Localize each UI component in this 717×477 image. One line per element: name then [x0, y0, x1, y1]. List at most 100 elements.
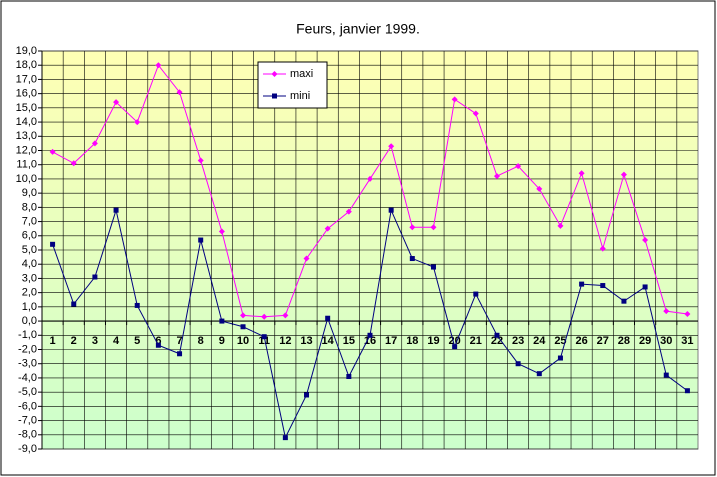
legend-marker [271, 71, 278, 77]
data-point [367, 332, 373, 338]
x-tick-label: 30 [660, 335, 672, 347]
data-point [70, 160, 77, 167]
x-tick-label: 11 [258, 335, 270, 347]
x-tick-label: 27 [597, 335, 609, 347]
data-point [134, 119, 141, 126]
data-point [134, 302, 140, 308]
y-tick-label: -5,0 [18, 386, 37, 398]
data-point [451, 96, 458, 103]
x-tick-label: 18 [406, 335, 418, 347]
data-point [71, 301, 77, 307]
x-tick-label: 8 [198, 335, 204, 347]
y-tick-label: 0,0 [22, 315, 37, 327]
legend-box [257, 61, 328, 109]
x-tick-label: 16 [364, 335, 376, 347]
data-point [642, 284, 648, 290]
y-tick-label: 3,0 [22, 272, 37, 284]
data-point [218, 228, 225, 235]
y-tick-label: -1,0 [18, 329, 37, 341]
data-point [494, 332, 500, 338]
y-tick-label: 5,0 [22, 244, 37, 256]
data-point [430, 224, 437, 231]
y-tick-label: -8,0 [18, 429, 37, 441]
y-tick-label: 12,0 [16, 144, 37, 156]
data-point [621, 298, 627, 304]
data-point [578, 170, 585, 177]
x-tick-label: 24 [533, 335, 546, 347]
data-point [472, 110, 479, 117]
data-point [177, 351, 183, 357]
data-point [324, 225, 331, 232]
data-point [599, 245, 606, 252]
data-point [579, 281, 585, 287]
data-point [473, 291, 479, 297]
x-tick-label: 10 [237, 335, 249, 347]
x-tick-label: 6 [155, 335, 161, 347]
data-point [304, 392, 310, 398]
data-point [113, 207, 119, 213]
data-point [452, 344, 458, 350]
data-point [388, 143, 395, 150]
x-tick-label: 31 [681, 335, 693, 347]
data-point [261, 313, 268, 320]
data-point [240, 324, 246, 330]
x-tick-label: 19 [427, 335, 439, 347]
data-point [50, 241, 56, 247]
x-tick-label: 15 [343, 335, 355, 347]
data-point [282, 312, 289, 319]
data-point [663, 308, 670, 315]
y-tick-label: -9,0 [18, 443, 37, 455]
y-tick-label: 15,0 [16, 102, 37, 114]
data-point [684, 310, 691, 317]
data-point [176, 89, 183, 96]
y-tick-label: 7,0 [22, 215, 37, 227]
data-point [620, 171, 627, 178]
y-tick-label: 9,0 [22, 187, 37, 199]
x-tick-label: 29 [639, 335, 651, 347]
data-point [198, 237, 204, 243]
chart-title: Feurs, janvier 1999. [296, 21, 420, 37]
y-tick-label: -6,0 [18, 400, 37, 412]
legend-label: mini [290, 90, 310, 102]
data-point [388, 207, 394, 213]
x-tick-label: 13 [300, 335, 312, 347]
data-point [557, 355, 563, 361]
data-point [155, 62, 162, 69]
data-point [240, 312, 247, 319]
y-tick-label: -4,0 [18, 372, 37, 384]
y-tick-label: 1,0 [22, 301, 37, 313]
data-point [515, 361, 521, 367]
x-tick-label: 5 [134, 335, 140, 347]
x-tick-label: 23 [512, 335, 524, 347]
data-point [325, 315, 331, 321]
x-tick-label: 4 [113, 335, 120, 347]
data-point [91, 140, 98, 147]
data-point [113, 99, 120, 106]
legend-label: maxi [290, 68, 313, 80]
x-tick-label: 21 [470, 335, 482, 347]
data-point [92, 274, 98, 280]
x-tick-label: 12 [279, 335, 291, 347]
data-point [49, 148, 56, 155]
y-tick-label: 17,0 [16, 73, 37, 85]
y-tick-label: 14,0 [16, 116, 37, 128]
x-tick-label: 25 [554, 335, 566, 347]
y-tick-label: 2,0 [22, 287, 37, 299]
y-tick-label: 13,0 [16, 130, 37, 142]
x-tick-label: 26 [575, 335, 587, 347]
data-point [346, 374, 352, 380]
x-tick-label: 1 [50, 335, 56, 347]
data-point [684, 388, 690, 394]
data-point [409, 256, 415, 262]
y-tick-label: -7,0 [18, 414, 37, 426]
data-point [493, 173, 500, 180]
x-tick-label: 7 [176, 335, 182, 347]
data-point [367, 175, 373, 182]
data-point [282, 435, 288, 441]
x-tick-label: 3 [92, 335, 98, 347]
data-point [345, 208, 352, 215]
y-tick-label: 10,0 [16, 173, 37, 185]
y-tick-label: 6,0 [22, 230, 37, 242]
y-tick-label: -3,0 [18, 358, 37, 370]
